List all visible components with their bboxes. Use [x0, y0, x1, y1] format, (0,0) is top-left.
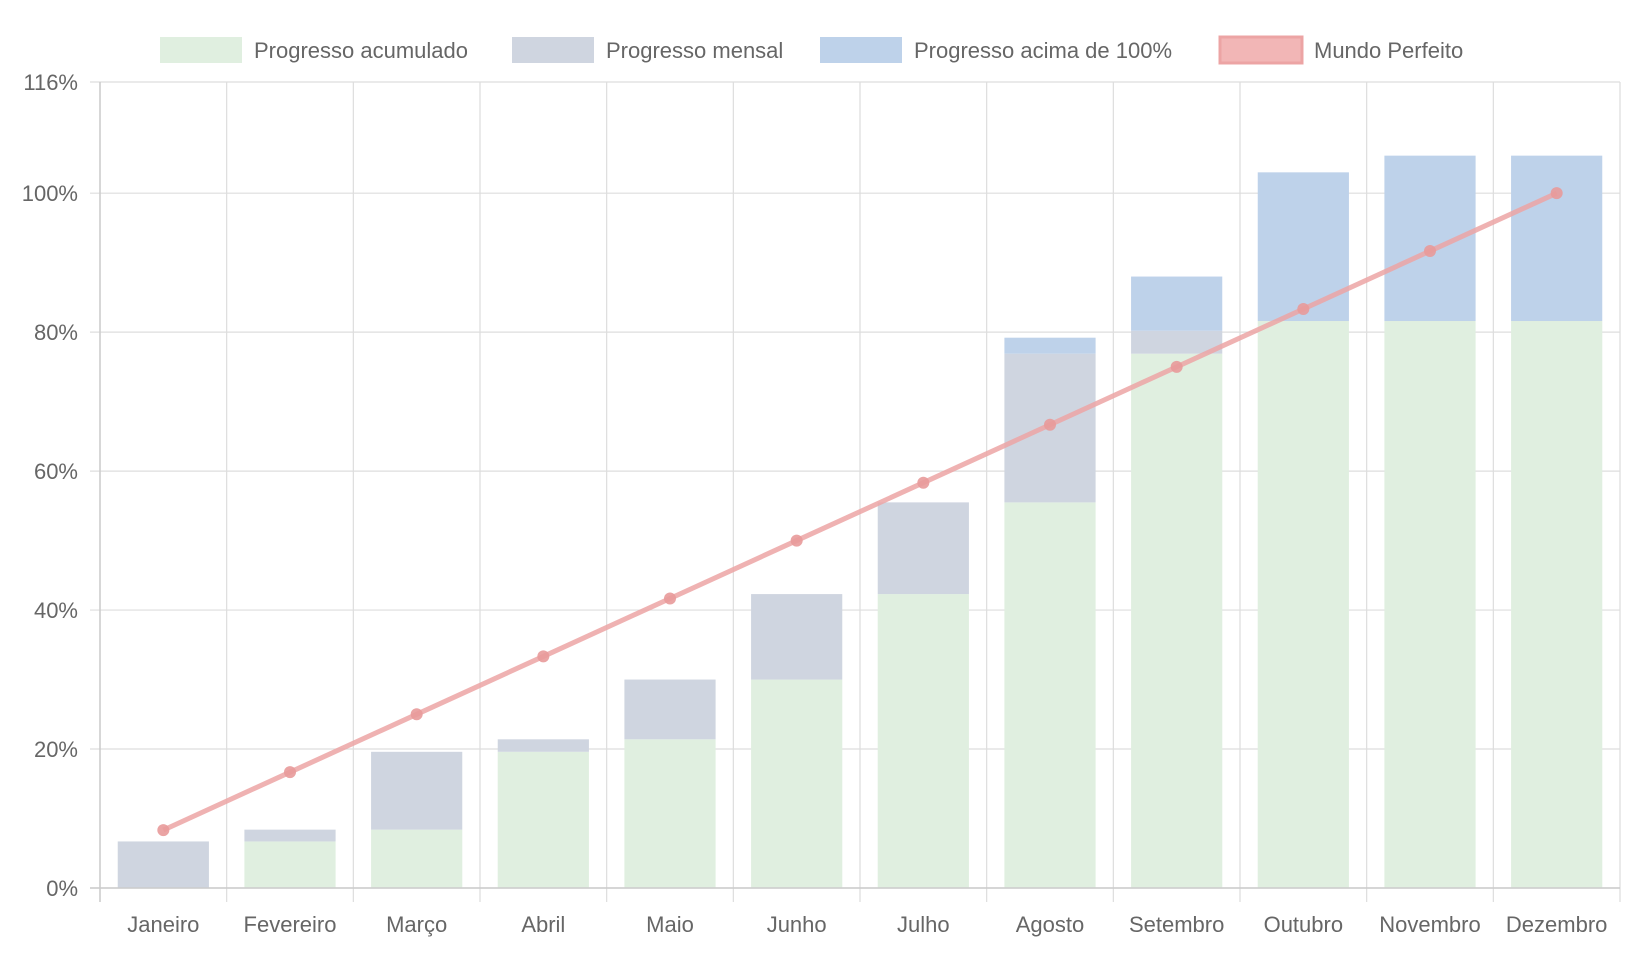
bar-3-12	[1511, 155, 1603, 322]
bar-1-12	[1511, 321, 1603, 888]
bar-2-1	[117, 841, 209, 888]
legend-label-4: Mundo Perfeito	[1314, 38, 1463, 63]
bar-3-9	[1131, 276, 1223, 331]
bar-2-5	[624, 679, 716, 740]
legend-label-2: Progresso mensal	[606, 38, 783, 63]
legend-label-1: Progresso acumulado	[254, 38, 468, 63]
line-point-3	[410, 708, 423, 721]
x-tick-label: Outubro	[1264, 912, 1344, 937]
line-point-12	[1550, 187, 1563, 200]
line-point-2	[284, 766, 296, 779]
line-point-5	[664, 592, 676, 605]
y-tick-label: 100%	[22, 181, 78, 206]
perfect-world-line	[157, 187, 1563, 837]
line-point-1	[157, 824, 170, 837]
x-tick-label: Novembro	[1379, 912, 1480, 937]
bar-1-10	[1257, 321, 1349, 888]
legend-label-3: Progresso acima de 100%	[914, 38, 1172, 63]
line-point-9	[1170, 360, 1183, 373]
x-tick-label: Junho	[767, 912, 827, 937]
y-tick-label: 20%	[34, 737, 78, 762]
bar-1-5	[624, 739, 716, 888]
bar-1-11	[1384, 321, 1476, 888]
bar-3-10	[1257, 172, 1349, 322]
y-tick-label: 116%	[23, 70, 78, 95]
perfect-world-line-path	[162, 190, 1558, 833]
legend: Progresso acumulado Progresso mensal Progr…	[160, 35, 1463, 65]
x-tick-label: Fevereiro	[244, 912, 337, 937]
legend-swatch-3	[820, 37, 902, 63]
bar-2-3	[371, 751, 463, 830]
bar-3-8	[1004, 337, 1096, 354]
line-point-11	[1424, 245, 1436, 258]
x-tick-label: Agosto	[1016, 912, 1085, 937]
line-point-10	[1297, 303, 1310, 316]
x-tick-label: Abril	[521, 912, 565, 937]
x-tick-label: Dezembro	[1506, 912, 1607, 937]
bar-2-9	[1131, 330, 1223, 354]
legend-swatch-4	[1218, 35, 1304, 65]
y-tick-label: 40%	[34, 598, 78, 623]
x-tick-label: Setembro	[1129, 912, 1224, 937]
bar-1-9	[1131, 353, 1223, 888]
bar-1-2	[244, 841, 336, 888]
bar-1-8	[1004, 502, 1096, 888]
axes: 0% 20% 40% 60% 80% 100% 116% Janeiro Fevereiro Ma…	[22, 70, 1620, 937]
bar-1-3	[371, 829, 463, 888]
y-tick-label: 0%	[46, 876, 78, 901]
bar-1-7	[877, 594, 969, 888]
bar-2-7	[877, 502, 969, 595]
legend-swatch-1	[160, 37, 242, 63]
bar-1-6	[751, 679, 843, 888]
grid-lines	[90, 81, 1621, 902]
x-tick-label: Julho	[897, 912, 950, 937]
bar-1-4	[497, 751, 589, 888]
bar-2-6	[751, 594, 843, 680]
x-tick-label: Maio	[646, 912, 694, 937]
y-tick-label: 60%	[34, 459, 78, 484]
line-point-8	[1044, 418, 1056, 431]
line-point-7	[917, 476, 930, 489]
x-tick-label: Janeiro	[127, 912, 199, 937]
line-point-6	[790, 534, 803, 547]
y-tick-label: 80%	[34, 320, 78, 345]
bars	[117, 155, 1603, 888]
line-point-4	[537, 650, 550, 663]
x-tick-label: Março	[386, 912, 447, 937]
bar-2-4	[497, 739, 589, 752]
bar-2-2	[244, 829, 336, 842]
legend-swatch-2	[512, 37, 594, 63]
